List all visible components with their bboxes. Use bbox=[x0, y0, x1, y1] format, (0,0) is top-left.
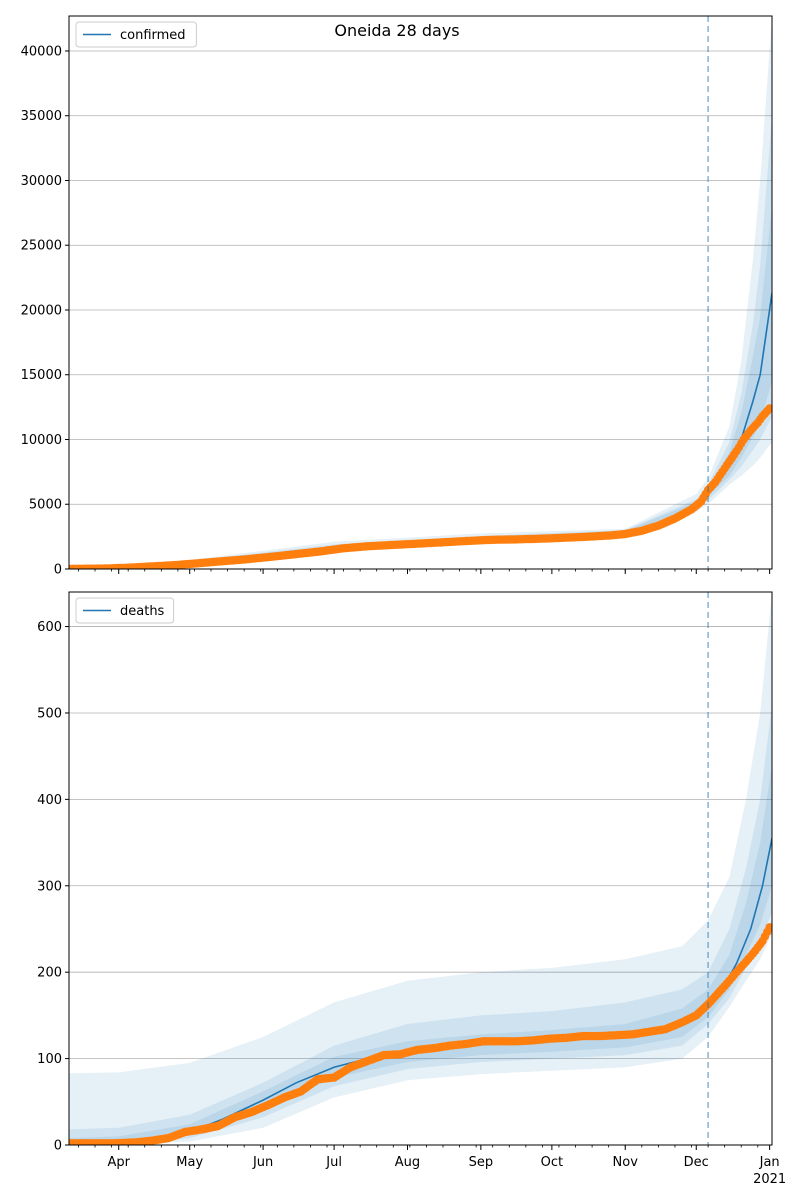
legend-box bbox=[75, 597, 175, 624]
x-tick-label: Jul bbox=[325, 1155, 342, 1170]
y-tick-label: 200 bbox=[37, 966, 62, 981]
y-tick-label: 20000 bbox=[21, 303, 62, 318]
uncertainty-band bbox=[69, 16, 772, 569]
axes-frame bbox=[68, 15, 773, 570]
y-tick-label: 600 bbox=[37, 620, 62, 635]
plot-area bbox=[69, 16, 772, 569]
y-tick-label: 400 bbox=[37, 793, 62, 808]
x-year-label: 2021 bbox=[753, 1172, 786, 1187]
legend: confirmed bbox=[75, 21, 197, 48]
x-tick-label: Oct bbox=[541, 1155, 563, 1170]
figure-title: Oneida 28 days bbox=[334, 21, 459, 40]
y-tick-label: 5000 bbox=[29, 498, 62, 513]
uncertainty-band bbox=[69, 592, 772, 1145]
x-tick-label: Jan bbox=[759, 1155, 780, 1170]
y-tick-label: 0 bbox=[54, 1139, 62, 1154]
legend-box bbox=[75, 21, 197, 48]
x-tick-label: Aug bbox=[395, 1155, 420, 1170]
y-tick-label: 40000 bbox=[21, 44, 62, 59]
axes-frame bbox=[68, 591, 773, 1146]
panel-bottom: 0 100 200 300 400 500 600 Apr May Jun Jul Aug Sep Oct… bbox=[37, 591, 786, 1187]
y-tick-label: 15000 bbox=[21, 368, 62, 383]
y-tick-label: 500 bbox=[37, 706, 62, 721]
panel-top: 0 5000 10000 15000 20000 25000 30000 35000 40000… bbox=[21, 15, 773, 578]
observed-point bbox=[765, 923, 772, 932]
series-line-confirmed bbox=[69, 292, 772, 569]
y-tick-label: 30000 bbox=[21, 174, 62, 189]
y-tick-label: 10000 bbox=[21, 433, 62, 448]
x-tick-label: May bbox=[176, 1155, 203, 1170]
y-tick-label: 300 bbox=[37, 879, 62, 894]
y-tick-label: 100 bbox=[37, 1052, 62, 1067]
y-tick-label: 35000 bbox=[21, 109, 62, 124]
x-tick-label: Apr bbox=[107, 1155, 130, 1170]
x-tick-label: Sep bbox=[469, 1155, 494, 1170]
uncertainty-band bbox=[69, 115, 772, 569]
y-tick-label: 0 bbox=[54, 563, 62, 578]
y-tick-label: 25000 bbox=[21, 239, 62, 254]
plot-area bbox=[69, 592, 772, 1145]
x-tick-label: Jun bbox=[252, 1155, 273, 1170]
x-tick-label: Dec bbox=[684, 1155, 709, 1170]
legend-label: confirmed bbox=[120, 28, 186, 43]
legend-label: deaths bbox=[120, 604, 165, 619]
x-tick-label: Nov bbox=[613, 1155, 639, 1170]
legend: deaths bbox=[75, 597, 175, 624]
observed-point bbox=[765, 404, 772, 413]
uncertainty-band bbox=[69, 206, 772, 569]
